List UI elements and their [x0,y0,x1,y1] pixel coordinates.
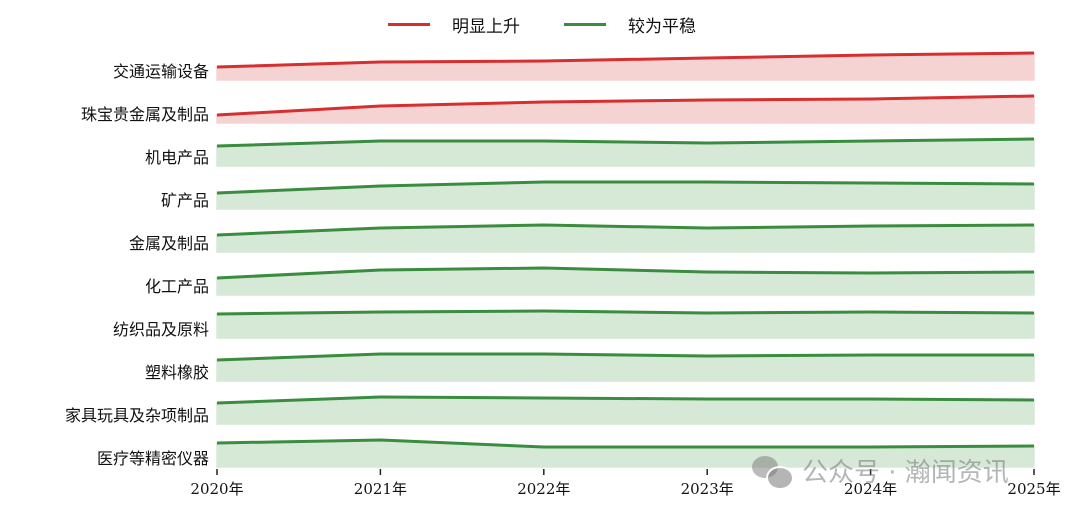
x-tick-label: 2022年 [517,480,571,498]
x-tick-label: 2024年 [844,480,898,498]
x-tick-label: 2021年 [353,480,407,498]
legend-swatch-red [388,23,430,26]
row-label: 化工产品 [144,277,209,296]
row-label: 矿产品 [160,191,209,210]
row-label: 交通运输设备 [112,62,209,81]
series-line [216,51,1035,69]
series-line [216,223,1035,237]
series-line [216,309,1035,316]
row-label: 家具玩具及杂项制品 [64,406,209,425]
row-label: 纺织品及原料 [112,320,209,339]
series-line [216,438,1035,449]
series-line [216,180,1035,195]
row-label: 医疗等精密仪器 [96,449,209,468]
watermark-text: 公众号 · 瀚闻资讯 [802,458,1009,488]
series-line [216,137,1035,148]
legend: 明显上升 较为平稳 [388,12,740,37]
legend-label: 较为平稳 [628,17,696,37]
wechat-icon [752,454,794,490]
area-fill [216,396,1035,425]
area-fill [216,181,1035,210]
area-fill [216,52,1035,81]
series-line [216,395,1035,405]
area-fill [216,353,1035,382]
row-label: 塑料橡胶 [144,363,209,382]
watermark: 公众号 · 瀚闻资讯 [752,452,1009,490]
series-line [216,352,1034,362]
legend-label: 明显上升 [452,17,520,37]
area-fill [216,310,1035,339]
legend-item-stable: 较为平稳 [564,12,696,37]
row-label: 机电产品 [144,148,209,167]
x-tick-label: 2020年 [190,480,244,498]
series-line [216,94,1035,117]
legend-item-rising: 明显上升 [388,12,520,37]
x-tick-label: 2023年 [680,480,734,498]
row-label: 金属及制品 [128,234,209,253]
legend-swatch-green [564,23,606,26]
row-label: 珠宝贵金属及制品 [80,105,209,124]
x-tick-label: 2025年 [1007,480,1061,498]
series-line [216,266,1035,280]
